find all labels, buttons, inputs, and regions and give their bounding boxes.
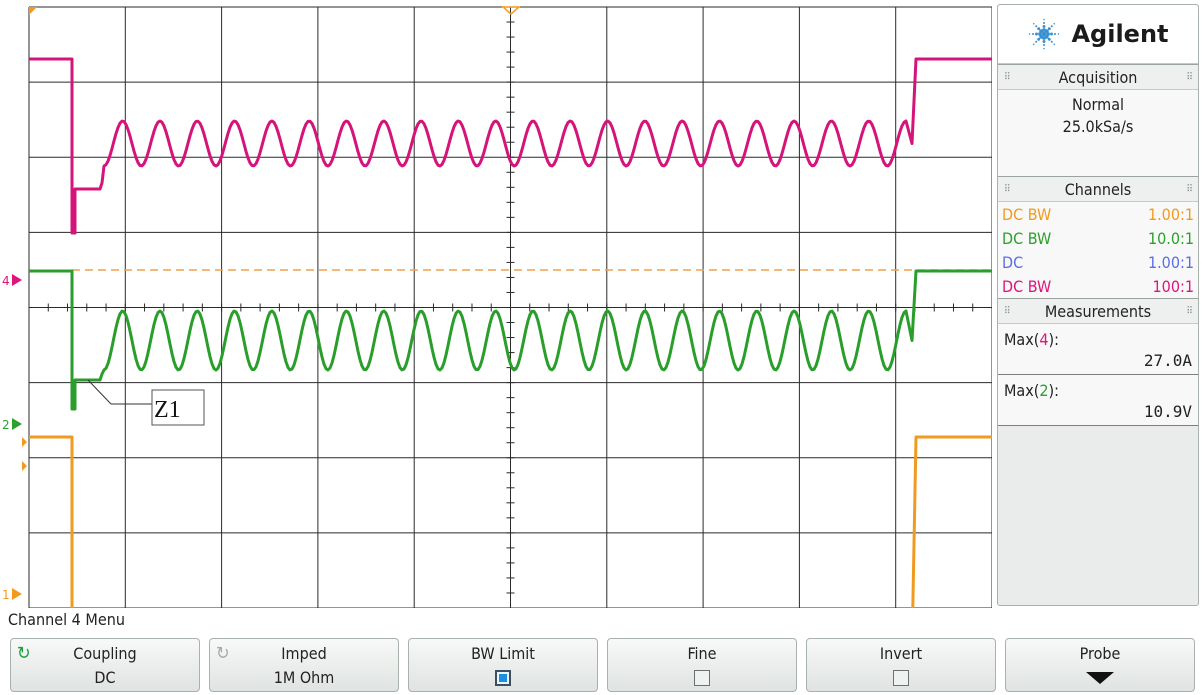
fine-checkbox[interactable] [694,670,710,686]
channel-probe: 1.00:1 [1147,252,1194,272]
invert-checkbox[interactable] [893,670,909,686]
waveform-traces [29,57,992,608]
measurement-label: Max(4): [998,324,1198,349]
channel-probe: 100:1 [1152,276,1194,296]
channel-coupling: DC BW [1002,204,1052,224]
rotate-knob-icon: ↻ [216,643,230,664]
invert-softkey[interactable]: Invert [806,638,996,692]
acquisition-panel: Normal 25.0kSa/s [998,90,1198,176]
channel-row-3: DC 1.00:1 [998,250,1198,274]
channel-coupling: DC BW [1002,228,1052,248]
menu-title: Channel 4 Menu [8,610,125,629]
coupling-softkey[interactable]: ↻ Coupling DC [10,638,200,692]
measurement-label: Max(2): [998,375,1198,400]
graticule [28,6,992,608]
acquisition-mode: Normal [1071,95,1125,114]
bw-limit-softkey[interactable]: BW Limit [408,638,598,692]
channel-markers: 4 2 1 [2,274,27,602]
channel-marker-label: 4 [2,274,10,288]
channel-probe: 10.0:1 [1147,228,1194,248]
fine-softkey[interactable]: Fine [607,638,797,692]
bw-limit-checkbox[interactable] [495,670,511,686]
z1-annotation: Z1 [87,379,205,426]
grip-icon: ⠿ [1186,183,1193,195]
acquisition-header[interactable]: ⠿ Acquisition ⠿ [998,64,1198,90]
imped-softkey[interactable]: ↻ Imped 1M Ohm [209,638,399,692]
arrow-down-icon [1086,672,1114,684]
channel-coupling: DC [1002,252,1024,272]
channel-marker-label: 2 [2,418,10,432]
grip-icon: ⠿ [1186,305,1193,317]
channel-row-1: DC BW 1.00:1 [998,202,1198,226]
channel-row-2: DC BW 10.0:1 [998,226,1198,250]
measurement-value: 10.9V [998,400,1198,426]
imped-value: 1M Ohm [273,668,335,687]
agilent-logo: Agilent [998,5,1198,64]
side-panel: Agilent ⠿ Acquisition ⠿ Normal 25.0kSa/s… [997,4,1199,606]
coupling-value: DC [94,668,116,687]
sample-rate: 25.0kSa/s [1062,117,1134,136]
rotate-knob-icon: ↻ [17,643,31,664]
grip-icon: ⠿ [1004,183,1011,195]
grip-icon: ⠿ [1004,305,1011,317]
channel-row-4: DC BW 100:1 [998,274,1198,298]
channel-coupling: DC BW [1002,276,1052,296]
measurement-1: Max(4): 27.0A [998,324,1198,375]
probe-softkey[interactable]: Probe [1005,638,1195,692]
agilent-spark-icon [1029,18,1060,50]
channels-list: DC BW 1.00:1 DC BW 10.0:1 DC 1.00:1 DC B… [998,202,1198,298]
measurement-2: Max(2): 10.9V [998,375,1198,426]
annotation-label: Z1 [154,397,181,423]
channel-marker-label: 1 [2,588,10,602]
channel-probe: 1.00:1 [1147,204,1194,224]
brand-name: Agilent [1071,20,1169,48]
grip-icon: ⠿ [1004,71,1011,83]
grip-icon: ⠿ [1186,71,1193,83]
measurement-value: 27.0A [998,349,1198,375]
waveform-display: 4 2 1 Z1 [2,6,992,608]
measurements-header[interactable]: ⠿ Measurements ⠿ [998,298,1198,324]
channels-header[interactable]: ⠿ Channels ⠿ [998,176,1198,202]
